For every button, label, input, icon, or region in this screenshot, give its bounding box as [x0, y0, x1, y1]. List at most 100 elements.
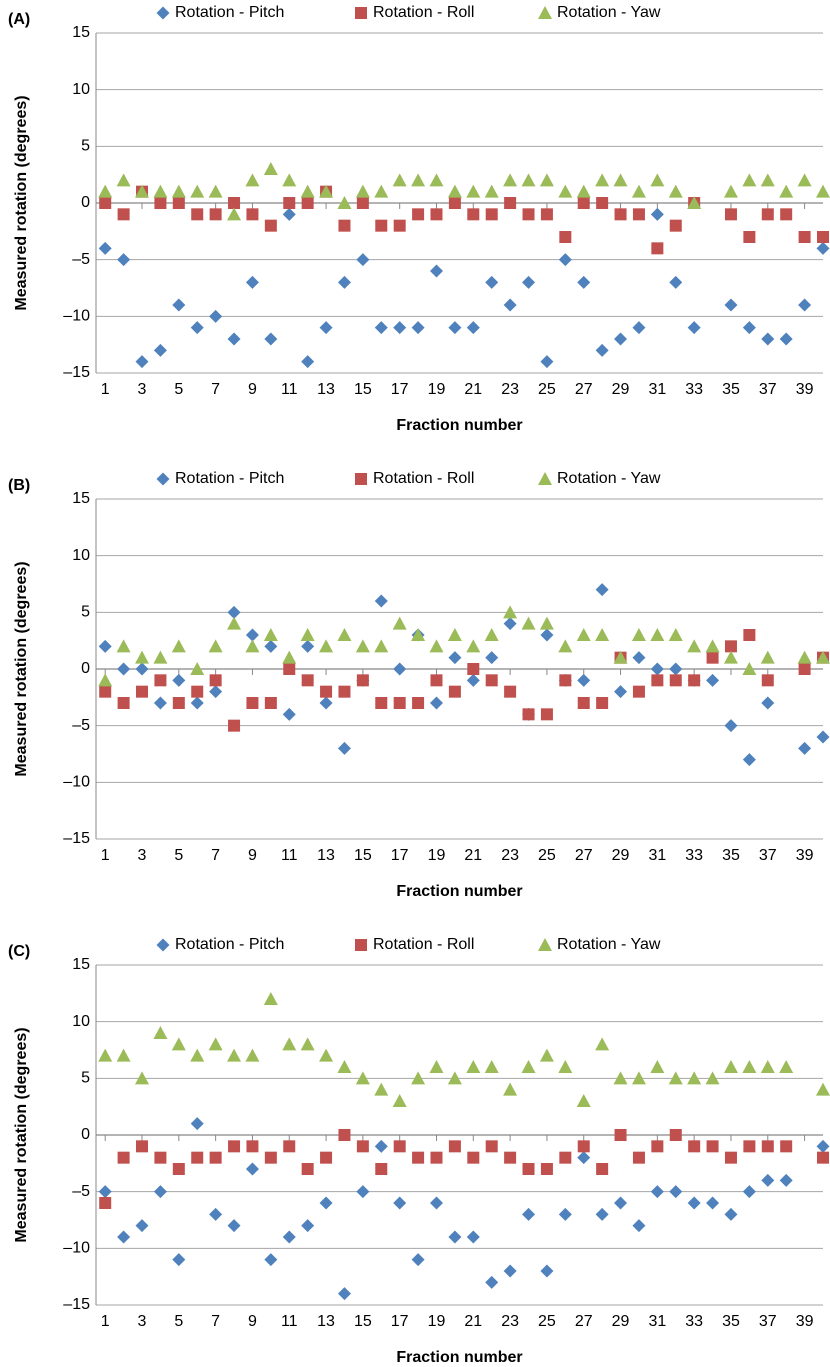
point	[319, 1196, 333, 1210]
point	[779, 184, 794, 198]
x-tick-label: 17	[391, 847, 409, 864]
x-tick-label: 13	[317, 847, 335, 864]
point	[154, 1151, 167, 1164]
point	[98, 639, 112, 653]
point	[135, 355, 149, 369]
point	[191, 685, 204, 698]
point	[724, 1151, 737, 1164]
point	[448, 1140, 461, 1153]
x-tick-label: 21	[464, 1313, 482, 1330]
point	[521, 616, 536, 630]
point	[429, 696, 443, 710]
point	[631, 184, 646, 198]
legend-marker	[355, 7, 367, 19]
point	[136, 1140, 149, 1153]
point	[355, 639, 370, 653]
legend-label: Rotation - Yaw	[557, 470, 661, 487]
point	[264, 1151, 277, 1164]
point	[503, 605, 518, 619]
point	[669, 674, 682, 687]
point	[136, 685, 149, 698]
point	[669, 219, 682, 232]
point	[724, 719, 738, 733]
y-tick-label: –10	[63, 1240, 90, 1257]
legend-label: Rotation - Roll	[373, 4, 474, 21]
point	[687, 321, 701, 335]
point	[798, 231, 811, 243]
point	[411, 1071, 426, 1085]
x-tick-label: 23	[501, 381, 519, 398]
point	[135, 662, 149, 676]
point	[448, 651, 462, 665]
point	[319, 696, 333, 710]
point	[687, 1071, 702, 1085]
point	[484, 628, 499, 641]
x-tick-label: 31	[648, 381, 666, 398]
point	[153, 184, 168, 198]
point	[521, 173, 536, 187]
point	[393, 219, 406, 232]
point	[116, 173, 131, 187]
point	[669, 1129, 682, 1141]
point	[650, 207, 664, 221]
point	[153, 1026, 168, 1039]
x-tick-label: 35	[722, 847, 740, 864]
point	[596, 197, 609, 209]
y-tick-label: –5	[72, 717, 90, 734]
point	[393, 1196, 407, 1210]
point	[98, 241, 112, 255]
y-tick-label: 5	[81, 138, 90, 155]
legend-label: Rotation - Yaw	[557, 4, 661, 21]
point	[798, 741, 812, 755]
point	[559, 674, 572, 687]
x-tick-label: 33	[685, 847, 703, 864]
point	[374, 321, 388, 335]
point	[337, 1060, 352, 1073]
point	[669, 662, 683, 676]
point	[227, 1048, 242, 1062]
point	[227, 207, 242, 221]
point	[356, 1185, 370, 1199]
y-tick-label: –15	[63, 1296, 90, 1313]
point	[742, 662, 757, 675]
x-tick-label: 35	[722, 1313, 740, 1330]
point	[245, 628, 259, 642]
legend-label: Rotation - Roll	[373, 936, 474, 953]
point	[761, 674, 774, 687]
point	[614, 1196, 628, 1210]
point	[669, 275, 683, 289]
x-tick-label: 23	[501, 847, 519, 864]
point	[448, 1230, 462, 1244]
x-tick-label: 11	[281, 1313, 298, 1330]
y-tick-label: 10	[72, 1013, 90, 1030]
x-tick-label: 19	[428, 1313, 446, 1330]
point	[558, 639, 573, 653]
point	[706, 673, 720, 687]
point	[301, 197, 314, 209]
point	[577, 1140, 590, 1153]
y-tick-label: –15	[63, 830, 90, 847]
point	[117, 1151, 130, 1164]
x-tick-label: 27	[575, 1313, 593, 1330]
legend-marker	[156, 6, 170, 20]
point	[467, 1151, 480, 1164]
point	[227, 605, 241, 619]
point	[742, 753, 756, 767]
point	[98, 673, 113, 687]
point	[631, 628, 646, 641]
point	[760, 173, 775, 187]
x-tick-label: 5	[174, 847, 183, 864]
x-tick-label: 37	[759, 1313, 777, 1330]
point	[301, 1163, 314, 1175]
point	[724, 1207, 738, 1221]
point	[743, 629, 756, 641]
point	[98, 1185, 112, 1199]
point	[503, 173, 518, 187]
point	[760, 650, 775, 664]
point	[190, 696, 204, 710]
point	[337, 196, 352, 209]
point	[651, 242, 664, 255]
point	[98, 184, 113, 198]
point	[540, 208, 553, 221]
point	[503, 298, 517, 312]
